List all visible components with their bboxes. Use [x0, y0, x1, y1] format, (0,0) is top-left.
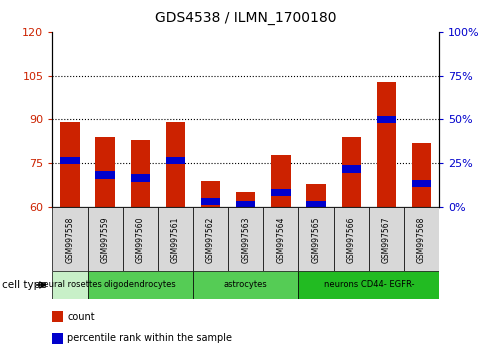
Bar	[52, 312, 63, 322]
Text: GSM997558: GSM997558	[65, 217, 74, 263]
Bar	[377, 116, 396, 123]
Text: GSM997559: GSM997559	[101, 217, 110, 263]
Bar	[341, 137, 361, 207]
Text: cell type: cell type	[2, 280, 47, 290]
Bar	[306, 200, 326, 208]
Bar	[298, 271, 439, 299]
Bar	[87, 271, 193, 299]
Text: astrocytes: astrocytes	[224, 280, 267, 290]
Bar	[166, 157, 185, 164]
Bar	[377, 81, 396, 207]
Bar	[412, 143, 431, 207]
Text: GSM997566: GSM997566	[347, 217, 356, 263]
Bar	[201, 181, 220, 207]
Bar	[95, 171, 115, 179]
Bar	[298, 207, 334, 271]
Text: oligodendrocytes: oligodendrocytes	[104, 280, 177, 290]
Bar	[271, 189, 290, 196]
Text: neural rosettes: neural rosettes	[38, 280, 102, 290]
Bar	[87, 207, 123, 271]
Bar	[52, 271, 87, 299]
Bar	[412, 180, 431, 187]
Bar	[60, 157, 80, 164]
Bar	[52, 207, 87, 271]
Text: GSM997564: GSM997564	[276, 217, 285, 263]
Bar	[306, 184, 326, 207]
Text: percentile rank within the sample: percentile rank within the sample	[67, 333, 232, 343]
Bar	[263, 207, 298, 271]
Bar	[193, 271, 298, 299]
Bar	[158, 207, 193, 271]
Text: neurons CD44- EGFR-: neurons CD44- EGFR-	[323, 280, 414, 290]
Bar	[236, 193, 255, 207]
Bar	[123, 207, 158, 271]
Bar	[166, 122, 185, 207]
Bar	[271, 154, 290, 207]
Bar	[369, 207, 404, 271]
Bar	[201, 198, 220, 205]
Bar	[236, 200, 255, 208]
Bar	[131, 174, 150, 182]
Text: GDS4538 / ILMN_1700180: GDS4538 / ILMN_1700180	[155, 11, 336, 25]
Text: GSM997565: GSM997565	[311, 217, 320, 263]
Bar	[228, 207, 263, 271]
Bar	[52, 333, 63, 344]
Bar	[341, 165, 361, 173]
Bar	[131, 140, 150, 207]
Bar	[95, 137, 115, 207]
Bar	[404, 207, 439, 271]
Text: GSM997561: GSM997561	[171, 217, 180, 263]
Text: GSM997562: GSM997562	[206, 217, 215, 263]
Bar	[334, 207, 369, 271]
Text: GSM997560: GSM997560	[136, 217, 145, 263]
Text: count: count	[67, 312, 95, 322]
Bar	[193, 207, 228, 271]
Bar	[60, 122, 80, 207]
Text: GSM997563: GSM997563	[241, 217, 250, 263]
Text: GSM997568: GSM997568	[417, 217, 426, 263]
Text: GSM997567: GSM997567	[382, 217, 391, 263]
